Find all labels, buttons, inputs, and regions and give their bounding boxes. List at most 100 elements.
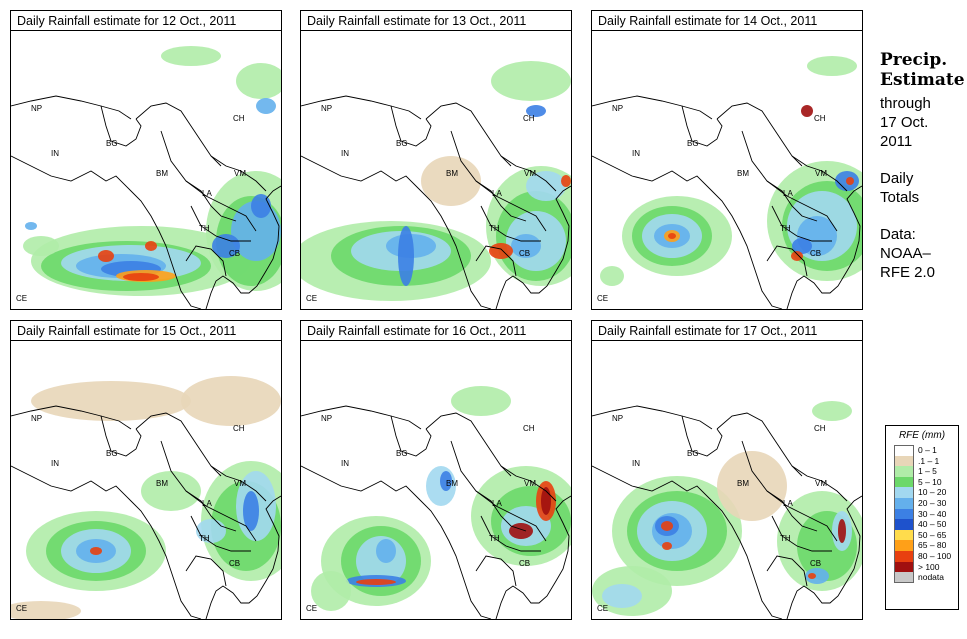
legend-item: 65 – 80 <box>886 540 958 551</box>
region-label-in: IN <box>341 459 349 468</box>
legend-swatch <box>894 561 914 573</box>
region-label-cb: CB <box>519 249 530 258</box>
rainfall-map: NP IN BG BM CH VM LA TH CB CE <box>300 30 572 310</box>
rainfall-map: NP IN BG BM CH VM LA TH CB CE <box>591 30 863 310</box>
region-label-ch: CH <box>814 114 826 123</box>
rain-area <box>491 61 571 101</box>
legend-swatch <box>894 519 914 530</box>
region-label-bm: BM <box>156 169 168 178</box>
rain-area <box>717 451 787 521</box>
rain-area <box>145 241 157 251</box>
boundary-line <box>210 465 267 502</box>
boundary-line <box>480 515 541 552</box>
sidebar-caption: Precip. Estimate through 17 Oct. 2011 Da… <box>880 50 965 282</box>
boundary-line <box>11 405 132 430</box>
boundary-line <box>450 440 527 532</box>
map-svg: NP IN BG BM CH VM LA TH CB CE <box>592 56 862 309</box>
boundary-line <box>190 515 251 552</box>
rainfall-panel-5: Daily Rainfall estimate for 16 Oct., 201… <box>300 320 572 620</box>
legend-item: 0 – 1 <box>886 445 958 456</box>
legend-swatch <box>894 572 914 583</box>
legend-swatch <box>894 540 914 551</box>
region-label-la: LA <box>492 189 502 198</box>
boundary-line <box>301 405 422 430</box>
boundary-line <box>100 415 142 457</box>
legend-item: 1 – 5 <box>886 466 958 477</box>
map-svg: NP IN BG BM CH VM LA TH CB CE <box>11 376 281 619</box>
boundary-line <box>160 440 237 532</box>
legend-swatch <box>894 476 914 488</box>
boundary-line <box>11 95 132 120</box>
region-label-ce: CE <box>306 294 317 303</box>
rain-area <box>846 177 854 185</box>
rain-area <box>31 381 191 421</box>
rain-area <box>243 491 259 531</box>
region-label-cb: CB <box>810 559 821 568</box>
title-line-2: Estimate <box>880 70 965 90</box>
rain-area <box>90 547 102 555</box>
panel-title: Daily Rainfall estimate for 15 Oct., 201… <box>10 320 282 341</box>
legend-swatch <box>894 508 914 520</box>
region-label-la: LA <box>202 189 212 198</box>
map-svg: NP IN BG BM CH VM LA TH CB CE <box>11 46 281 309</box>
region-label-bg: BG <box>106 139 118 148</box>
boundary-line <box>592 405 713 430</box>
panel-title: Daily Rainfall estimate for 14 Oct., 201… <box>591 10 863 31</box>
region-label-la: LA <box>202 499 212 508</box>
rain-area <box>98 250 114 262</box>
region-label-np: NP <box>612 104 623 113</box>
map-svg: NP IN BG BM CH VM LA TH CB CE <box>301 61 571 309</box>
totals-line-2: Totals <box>880 189 920 206</box>
region-label-la: LA <box>492 499 502 508</box>
rain-area <box>805 568 829 584</box>
region-label-ch: CH <box>523 424 535 433</box>
rain-area <box>212 234 240 258</box>
panel-title: Daily Rainfall estimate for 13 Oct., 201… <box>300 10 572 31</box>
rain-area <box>509 523 533 539</box>
rainfall-map: NP IN BG BM CH VM LA TH CB CE <box>300 340 572 620</box>
boundary-line <box>390 415 432 457</box>
boundary-line <box>766 555 808 587</box>
rain-area <box>807 56 857 76</box>
through-label: through <box>880 95 931 112</box>
region-label-cb: CB <box>229 559 240 568</box>
rain-area <box>440 471 452 491</box>
region-label-ce: CE <box>16 294 27 303</box>
legend-swatch <box>894 466 914 477</box>
boundary-line <box>716 102 803 167</box>
rainfall-map: NP IN BG BM CH VM LA TH CB CE <box>10 30 282 310</box>
boundary-line <box>450 130 527 222</box>
end-date-line-2: 2011 <box>880 133 913 150</box>
rain-area <box>236 63 281 99</box>
rain-area <box>311 571 351 611</box>
rain-area <box>161 46 221 66</box>
panel-title: Daily Rainfall estimate for 17 Oct., 201… <box>591 320 863 341</box>
legend-title: RFE (mm) <box>898 430 946 441</box>
rain-area <box>792 238 812 254</box>
region-label-bm: BM <box>737 169 749 178</box>
region-label-cb: CB <box>519 559 530 568</box>
boundary-line <box>185 245 227 277</box>
boundary-line <box>475 245 517 277</box>
legend-label: 65 – 80 <box>918 540 947 551</box>
boundary-line <box>301 155 492 309</box>
legend-label: 40 – 50 <box>918 519 947 530</box>
legend-item: 10 – 20 <box>886 487 958 498</box>
boundary-line <box>766 245 808 277</box>
boundary-line <box>11 465 202 619</box>
legend-label: 0 – 1 <box>918 445 937 455</box>
boundary-line <box>301 95 422 120</box>
region-label-cb: CB <box>810 249 821 258</box>
sidebar-title: Precip. Estimate <box>880 50 965 90</box>
region-label-vm: VM <box>234 169 246 178</box>
legend-item: > 100 <box>886 561 958 573</box>
rain-area <box>123 273 159 281</box>
region-label-vm: VM <box>524 479 536 488</box>
legend-item: 50 – 65 <box>886 529 958 541</box>
rain-area <box>791 251 803 261</box>
region-label-ch: CH <box>233 114 245 123</box>
region-label-th: TH <box>199 534 210 543</box>
region-label-bg: BG <box>687 139 699 148</box>
boundary-line <box>185 555 227 587</box>
